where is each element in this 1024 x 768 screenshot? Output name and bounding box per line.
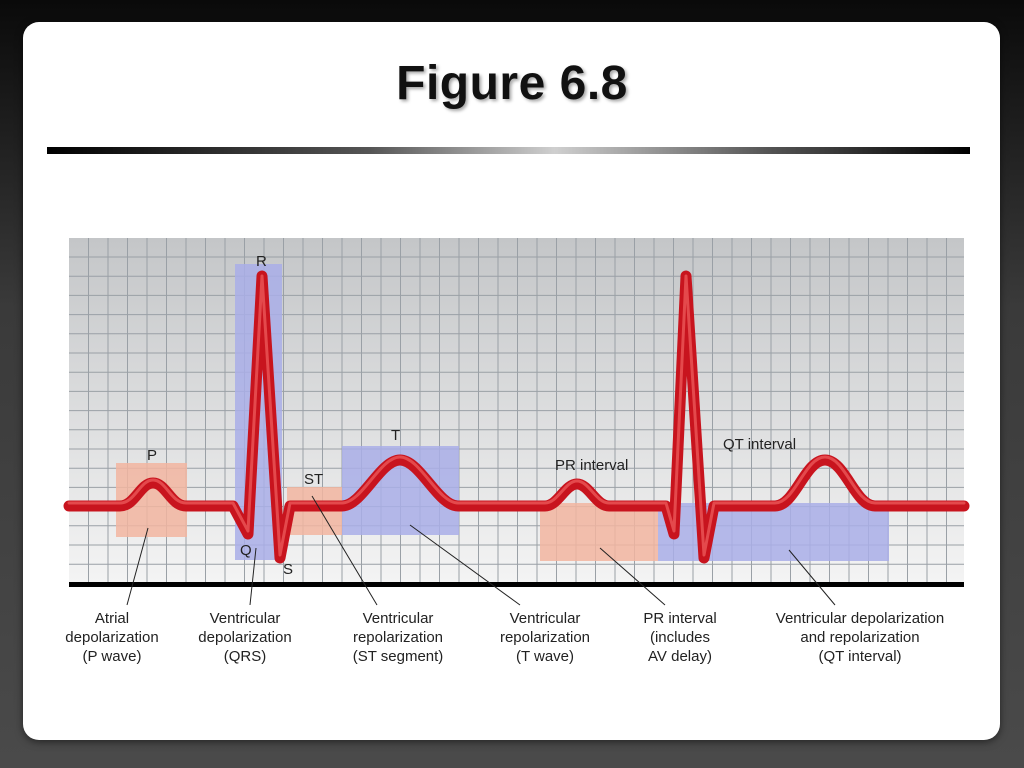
ecg-trace	[63, 270, 970, 564]
label-st: ST	[304, 471, 323, 488]
callout-pr-interval: PR interval (includes AV delay)	[643, 610, 717, 665]
leader-qrs	[249, 547, 257, 606]
callout-qt-interval: Ventricular depolarization and repolariz…	[775, 610, 945, 665]
label-q: Q	[240, 542, 252, 559]
slide-title: Figure 6.8	[396, 57, 628, 110]
callout-atrial-depolarization: Atrial depolarization (P wave)	[65, 610, 159, 665]
label-s: S	[283, 561, 293, 578]
leader-qt	[788, 549, 836, 606]
callout-ventricular-repolarization-st: Ventricular repolarization (ST segment)	[352, 610, 444, 665]
leader-pr	[599, 547, 666, 606]
label-r: R	[256, 253, 267, 270]
title-divider	[47, 147, 970, 154]
label-p: P	[147, 447, 157, 464]
chart-baseline	[69, 582, 964, 587]
pr-interval-box	[540, 503, 658, 561]
callout-ventricular-depolarization-qrs: Ventricular depolarization (QRS)	[198, 610, 292, 665]
label-pr-interval: PR interval	[555, 457, 628, 474]
leader-atrial	[126, 527, 149, 606]
leader-st	[311, 495, 378, 606]
qt-interval-box	[658, 503, 889, 561]
label-qt-interval: QT interval	[723, 436, 796, 453]
label-t: T	[391, 427, 400, 444]
callout-ventricular-repolarization-t: Ventricular repolarization (T wave)	[499, 610, 591, 665]
leader-t	[409, 524, 521, 606]
leader-lines	[126, 495, 836, 606]
